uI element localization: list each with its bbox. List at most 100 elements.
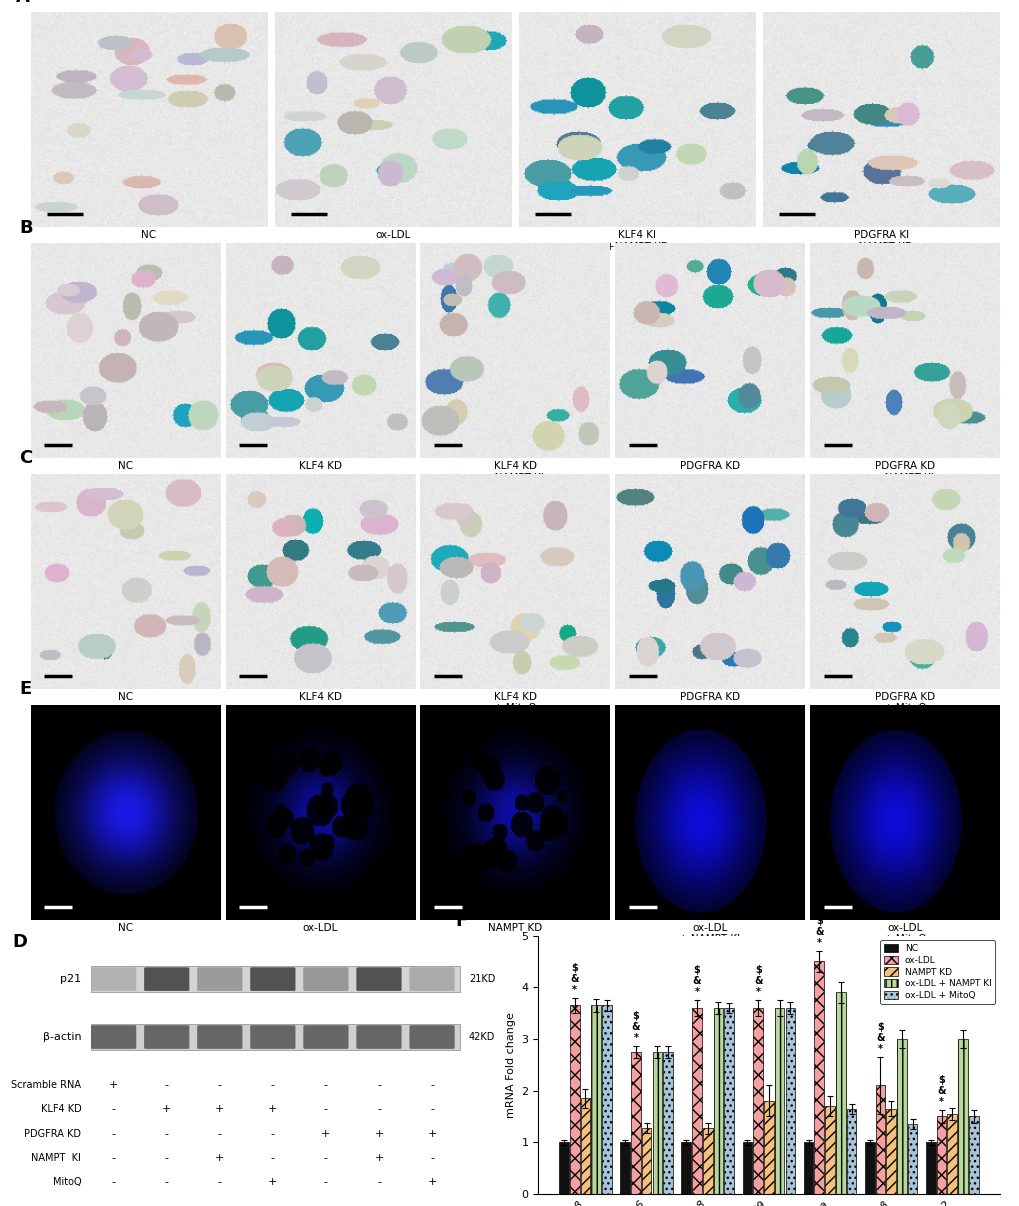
Text: E: E <box>19 680 32 698</box>
Text: -: - <box>164 1129 168 1138</box>
X-axis label: KLF4 KD
+NAMPT KI: KLF4 KD +NAMPT KI <box>486 461 543 482</box>
Text: +: + <box>215 1105 224 1114</box>
X-axis label: NC: NC <box>117 692 132 702</box>
FancyBboxPatch shape <box>303 1025 348 1049</box>
Text: $: $ <box>937 1076 944 1085</box>
FancyBboxPatch shape <box>91 967 137 991</box>
Text: -: - <box>430 1105 434 1114</box>
Text: -: - <box>271 1129 274 1138</box>
Text: KLF4 KD: KLF4 KD <box>41 1105 82 1114</box>
Text: -: - <box>377 1081 381 1090</box>
Text: Scramble RNA: Scramble RNA <box>11 1081 82 1090</box>
Bar <box>907 1124 916 1194</box>
X-axis label: PDGFRA KD
+NAMPT KI: PDGFRA KD +NAMPT KI <box>874 461 934 482</box>
Text: +: + <box>374 1153 383 1163</box>
X-axis label: PDGFRA KD
+ MitoQ: PDGFRA KD + MitoQ <box>874 692 934 714</box>
Bar <box>662 1052 673 1194</box>
Text: &: & <box>570 973 579 984</box>
Bar <box>580 1099 590 1194</box>
Bar <box>836 993 845 1194</box>
Bar <box>723 1008 734 1194</box>
Bar <box>558 1142 569 1194</box>
Text: C: C <box>19 450 33 468</box>
Bar <box>702 1129 712 1194</box>
Text: PDGFRA KD: PDGFRA KD <box>24 1129 82 1138</box>
X-axis label: ox-LDL: ox-LDL <box>303 923 337 932</box>
FancyBboxPatch shape <box>250 1025 296 1049</box>
X-axis label: NC: NC <box>117 923 132 932</box>
FancyBboxPatch shape <box>250 967 296 991</box>
Text: -: - <box>324 1177 327 1187</box>
Bar <box>601 1006 611 1194</box>
Bar <box>896 1040 906 1194</box>
Bar <box>968 1117 977 1194</box>
Text: +: + <box>321 1129 330 1138</box>
X-axis label: ox-LDL: ox-LDL <box>375 230 411 240</box>
X-axis label: ox-LDL
+ NAMPT KI: ox-LDL + NAMPT KI <box>679 923 740 944</box>
Bar <box>824 1106 834 1194</box>
Bar <box>713 1008 722 1194</box>
Bar <box>874 1085 884 1194</box>
Text: &: & <box>814 927 822 937</box>
Text: -: - <box>111 1105 115 1114</box>
Bar <box>774 1008 784 1194</box>
X-axis label: ox-LDL
+ MitoQ: ox-LDL + MitoQ <box>882 923 925 944</box>
Legend: NC, ox-LDL, NAMPT KD, ox-LDL + NAMPT KI, ox-LDL + MitoQ: NC, ox-LDL, NAMPT KD, ox-LDL + NAMPT KI,… <box>879 941 995 1003</box>
Text: MitoQ: MitoQ <box>53 1177 82 1187</box>
Text: $: $ <box>632 1011 639 1021</box>
Text: +: + <box>427 1129 436 1138</box>
Bar <box>864 1142 873 1194</box>
Text: -: - <box>164 1153 168 1163</box>
Text: *: * <box>938 1097 944 1107</box>
Text: -: - <box>324 1081 327 1090</box>
Text: $: $ <box>754 966 761 976</box>
Text: &: & <box>692 977 701 987</box>
Text: -: - <box>377 1105 381 1114</box>
Text: -: - <box>218 1177 221 1187</box>
FancyBboxPatch shape <box>303 967 348 991</box>
Text: β-actin: β-actin <box>43 1032 82 1042</box>
Text: 21KD: 21KD <box>469 974 495 984</box>
Text: -: - <box>164 1081 168 1090</box>
Y-axis label: mRNA Fold change: mRNA Fold change <box>505 1012 516 1118</box>
FancyBboxPatch shape <box>91 966 460 993</box>
Text: *: * <box>877 1044 882 1054</box>
Bar <box>785 1008 795 1194</box>
Text: -: - <box>430 1153 434 1163</box>
Text: -: - <box>377 1177 381 1187</box>
Bar <box>570 1006 579 1194</box>
Text: $: $ <box>571 962 578 973</box>
X-axis label: PDGFRA KI
+NAMPT KD: PDGFRA KI +NAMPT KD <box>849 230 912 252</box>
FancyBboxPatch shape <box>144 1025 190 1049</box>
Text: *: * <box>694 988 699 997</box>
Text: *: * <box>816 938 821 948</box>
Text: -: - <box>324 1105 327 1114</box>
Text: NAMPT  KI: NAMPT KI <box>32 1153 82 1163</box>
Text: B: B <box>19 218 33 236</box>
X-axis label: PDGFRA KD: PDGFRA KD <box>680 461 740 472</box>
FancyBboxPatch shape <box>409 1025 454 1049</box>
Text: +: + <box>215 1153 224 1163</box>
Text: *: * <box>755 988 760 997</box>
Bar <box>925 1142 934 1194</box>
Text: $: $ <box>876 1023 882 1032</box>
Bar <box>763 1101 773 1194</box>
Bar <box>813 961 823 1194</box>
FancyBboxPatch shape <box>197 967 243 991</box>
X-axis label: KLF4 KD: KLF4 KD <box>299 692 341 702</box>
Bar <box>803 1142 812 1194</box>
Text: -: - <box>218 1081 221 1090</box>
Text: *: * <box>633 1032 638 1043</box>
X-axis label: PDGFRA KD: PDGFRA KD <box>680 692 740 702</box>
Text: A: A <box>16 0 31 6</box>
X-axis label: KLF4 KD
+ MitoQ: KLF4 KD + MitoQ <box>493 692 536 714</box>
Text: F: F <box>454 913 467 931</box>
Text: +: + <box>374 1129 383 1138</box>
Text: &: & <box>875 1034 883 1043</box>
Text: &: & <box>631 1021 640 1032</box>
X-axis label: NAMPT KD: NAMPT KD <box>487 923 542 932</box>
Bar <box>846 1108 856 1194</box>
Bar <box>620 1142 630 1194</box>
Bar <box>591 1006 600 1194</box>
Bar <box>753 1008 762 1194</box>
